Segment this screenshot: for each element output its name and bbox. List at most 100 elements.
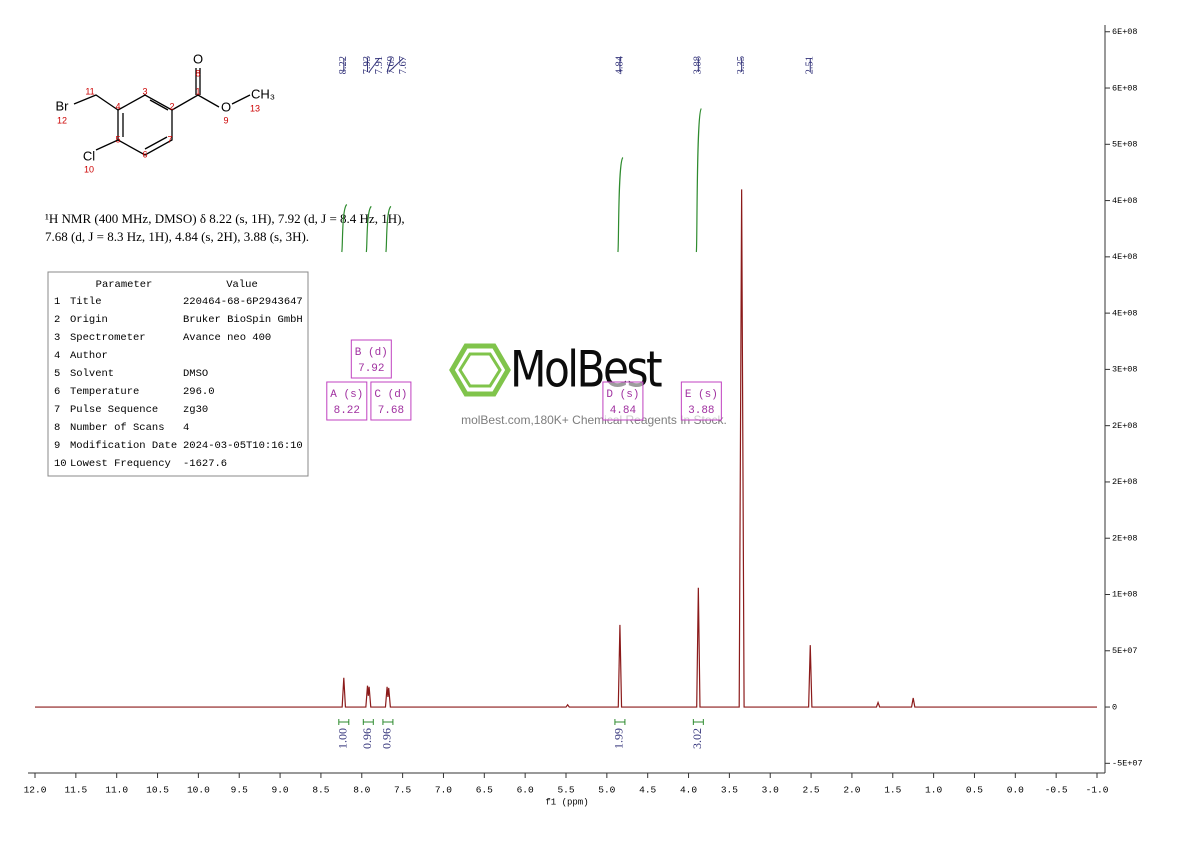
atom: Cl bbox=[83, 148, 95, 163]
table-cell: 10 bbox=[54, 458, 67, 470]
multiplet-name: A (s) bbox=[330, 389, 363, 401]
atom-number: 8 bbox=[195, 68, 200, 78]
integral-curve bbox=[365, 205, 372, 253]
x-tick-label: 3.0 bbox=[762, 785, 779, 796]
table-cell: 1 bbox=[54, 296, 60, 308]
chloro-bond bbox=[95, 139, 119, 151]
atom: O bbox=[221, 99, 231, 114]
bromomethyl-bond bbox=[73, 94, 119, 111]
x-axis-label: f1 (ppm) bbox=[545, 797, 588, 807]
table-cell: Spectrometer bbox=[70, 332, 146, 344]
atom-number: 7 bbox=[167, 134, 172, 144]
x-tick-label: 10.0 bbox=[187, 785, 210, 796]
table-body: Parameter Value 1 Title 220464-68-6P2943647 2… bbox=[54, 279, 303, 470]
table-cell: 4 bbox=[54, 350, 60, 362]
spectrum bbox=[35, 189, 1097, 708]
table-cell: 296.0 bbox=[183, 386, 215, 398]
integral-bracket bbox=[692, 719, 704, 725]
atom-number: 4 bbox=[115, 101, 120, 111]
x-tick-label: 12.0 bbox=[24, 785, 47, 796]
multiplet-shift: 8.22 bbox=[334, 405, 360, 417]
y-tick-label: 2E+08 bbox=[1112, 533, 1138, 543]
integral-bracket bbox=[614, 719, 626, 725]
peak-label: 7.91 bbox=[374, 56, 385, 74]
atom: CH₃ bbox=[251, 86, 275, 101]
nmr-description: ¹H NMR (400 MHz, DMSO) δ 8.22 (s, 1H), 7… bbox=[45, 211, 405, 226]
table-cell: 6 bbox=[54, 386, 60, 398]
x-tick-label: 0.0 bbox=[1007, 785, 1024, 796]
table-cell: Origin bbox=[70, 314, 108, 326]
table-cell: 7 bbox=[54, 404, 60, 416]
y-tick-label: 3E+08 bbox=[1112, 365, 1138, 375]
table-header: Parameter bbox=[96, 279, 153, 291]
integral-bracket bbox=[338, 719, 350, 725]
multiplet-box bbox=[602, 381, 644, 421]
integral-label: 1.99 bbox=[612, 728, 626, 749]
peak-pointer bbox=[368, 57, 380, 73]
multiplet-box bbox=[350, 339, 392, 379]
atom-number: 9 bbox=[223, 115, 228, 125]
integral-label: 0.96 bbox=[380, 728, 394, 749]
x-tick-label: 5.5 bbox=[557, 785, 574, 796]
multiplet-shift: 3.88 bbox=[688, 405, 714, 417]
table-cell: 2024-03-05T10:16:10 bbox=[183, 440, 303, 452]
multiplet-shift: 7.92 bbox=[358, 363, 384, 375]
x-tick-label: 11.0 bbox=[105, 785, 128, 796]
structure bbox=[73, 68, 251, 156]
x-tick-label: -0.5 bbox=[1045, 785, 1068, 796]
multiplet-box bbox=[326, 381, 368, 421]
x-tick-label: 3.5 bbox=[721, 785, 738, 796]
table-cell: Title bbox=[70, 296, 102, 308]
logo-inner bbox=[458, 352, 502, 388]
x-tick-label: 6.0 bbox=[517, 785, 534, 796]
structure-labels: O 8 1 3 2 O 9 CH₃ 13 11 Br 12 4 5 7 6 Cl… bbox=[56, 51, 276, 174]
table-cell: DMSO bbox=[183, 368, 208, 380]
integral-label: 0.96 bbox=[360, 728, 374, 749]
atom-number: 6 bbox=[142, 149, 147, 159]
table-cell: zg30 bbox=[183, 404, 208, 416]
atom: Br bbox=[56, 98, 70, 113]
table-cell: Temperature bbox=[70, 386, 139, 398]
table-cell: Pulse Sequence bbox=[70, 404, 158, 416]
atom-number: 5 bbox=[115, 134, 120, 144]
x-tick-label: 4.0 bbox=[680, 785, 697, 796]
ring bbox=[117, 94, 173, 156]
atom-number: 12 bbox=[57, 115, 67, 125]
x-tick-label: 8.5 bbox=[312, 785, 329, 796]
x-tick-label: 11.5 bbox=[64, 785, 87, 796]
x-tick-label: 9.5 bbox=[231, 785, 248, 796]
table-cell: 9 bbox=[54, 440, 60, 452]
table-cell: Modification Date bbox=[70, 440, 177, 452]
y-tick-label: 4E+08 bbox=[1112, 252, 1138, 262]
table-cell: Bruker BioSpin GmbH bbox=[183, 314, 303, 326]
atom: O bbox=[193, 51, 203, 66]
integral-label: 1.00 bbox=[336, 728, 350, 749]
table-cell: -1627.6 bbox=[183, 458, 227, 470]
y-tick-label: 6E+08 bbox=[1112, 83, 1138, 93]
x-tick-label: -1.0 bbox=[1086, 785, 1109, 796]
y-tick-label: -5E+07 bbox=[1112, 759, 1143, 769]
integral-label: 3.02 bbox=[690, 728, 704, 749]
table-cell: Author bbox=[70, 350, 108, 362]
table-cell: 220464-68-6P2943647 bbox=[183, 296, 303, 308]
table-cell: 2 bbox=[54, 314, 60, 326]
logo bbox=[449, 343, 511, 397]
y-tick-label: 4E+08 bbox=[1112, 308, 1138, 318]
x-tick-label: 1.5 bbox=[884, 785, 901, 796]
nmr-description: 7.68 (d, J = 8.3 Hz, 1H), 4.84 (s, 2H), … bbox=[45, 229, 309, 244]
multiplet-name: D (s) bbox=[606, 389, 639, 401]
atom-number: 10 bbox=[84, 164, 94, 174]
y-tick-label: 0 bbox=[1112, 702, 1117, 712]
integral-curve bbox=[617, 157, 624, 253]
y-tick-label: 4E+08 bbox=[1112, 196, 1138, 206]
atom-number: 2 bbox=[169, 101, 174, 111]
integral-curve bbox=[385, 205, 392, 253]
integral-bracket bbox=[362, 719, 374, 725]
integral-curve bbox=[341, 204, 348, 253]
y-tick-label: 6E+08 bbox=[1112, 27, 1138, 37]
multiplet-name: E (s) bbox=[685, 389, 718, 401]
peak-label: 7.67 bbox=[398, 56, 409, 74]
x-tick-label: 5.0 bbox=[598, 785, 615, 796]
atom-number: 13 bbox=[250, 103, 260, 113]
